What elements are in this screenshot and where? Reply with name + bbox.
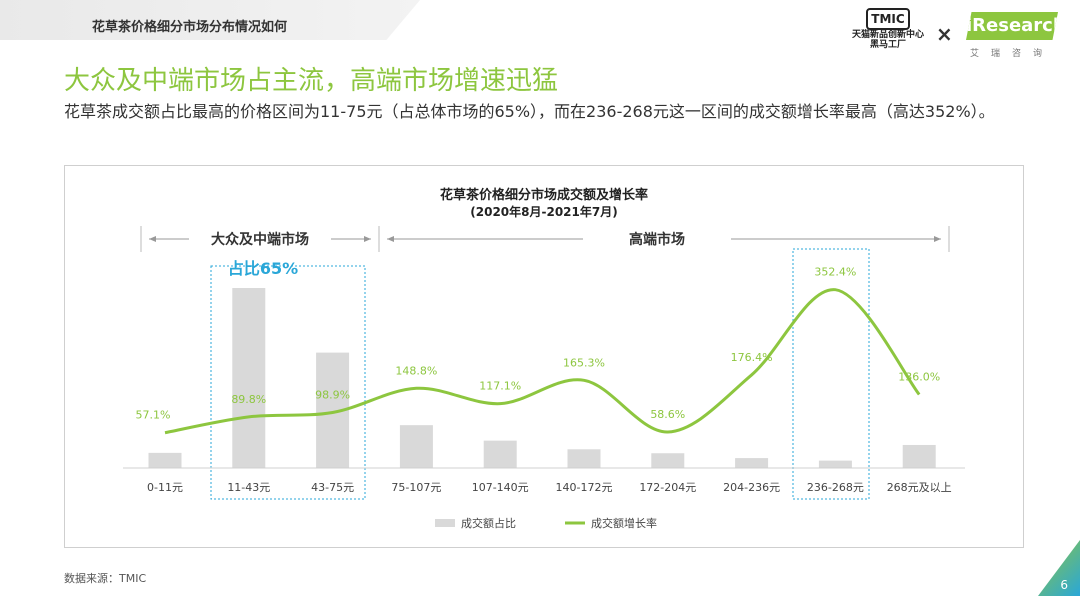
growth-rate-label: 176.4% — [731, 351, 773, 364]
chart-frame: 花草茶价格细分市场成交额及增长率 (2020年8月-2021年7月) 大众及中端… — [64, 165, 1024, 548]
growth-rate-label: 98.9% — [315, 388, 350, 401]
growth-rate-label: 352.4% — [814, 266, 856, 279]
legend-bar-swatch — [435, 519, 455, 527]
growth-rate-label: 165.3% — [563, 356, 605, 369]
growth-rate-line — [164, 288, 921, 435]
highlight-box-premium — [792, 248, 870, 500]
section-header-bar — [0, 0, 420, 40]
highlight-label: 占比65% — [228, 259, 298, 278]
tmic-sub1: 天猫新品创新中心 — [851, 30, 924, 40]
segment-label-mass: 大众及中端市场 — [211, 231, 309, 248]
data-source: 数据来源：TMIC — [64, 572, 147, 585]
bar — [902, 444, 936, 468]
arrow-right-icon — [934, 236, 941, 242]
iresearch-logo: iResearch — [966, 12, 1058, 40]
section-label: 花草茶价格细分市场分布情况如何 — [92, 20, 288, 35]
bar-series — [148, 288, 936, 468]
bar — [399, 425, 433, 468]
page-number: 6 — [1060, 578, 1068, 592]
tmic-mark: TMIC — [866, 8, 910, 30]
arrow-right-icon — [364, 236, 371, 242]
tmic-logo: TMIC 天猫新品创新中心 黑马工厂 — [848, 8, 928, 50]
x-tick-label: 268元及以上 — [887, 481, 952, 494]
lead-text: 花草茶成交额占比最高的价格区间为11-75元（占总体市场的65%），而在236-… — [64, 102, 995, 121]
growth-rate-label: 136.0% — [898, 371, 940, 384]
x-tick-label: 236-268元 — [807, 481, 864, 494]
growth-rate-label: 148.8% — [395, 364, 437, 377]
x-tick-label: 107-140元 — [472, 481, 529, 494]
page-title: 大众及中端市场占主流，高端市场增速迅猛 — [64, 66, 559, 96]
arrow-left-icon — [149, 236, 156, 242]
x-tick-label: 204-236元 — [723, 481, 780, 494]
legend-line-label: 成交额增长率 — [591, 516, 657, 530]
growth-rate-label: 58.6% — [650, 408, 685, 421]
tmic-sub2: 黑马工厂 — [869, 40, 906, 50]
bar — [567, 449, 601, 468]
bar — [735, 458, 769, 468]
bar — [818, 460, 852, 468]
growth-rate-labels: 57.1% 89.8% 98.9% 148.8% 117.1% 165.3% 58.6% 17… — [136, 266, 941, 422]
growth-rate-label: 57.1% — [136, 409, 171, 422]
x-tick-label: 11-43元 — [227, 481, 270, 494]
times-icon: × — [936, 22, 953, 46]
x-tick-label: 75-107元 — [391, 481, 441, 494]
legend-bar-label: 成交额占比 — [461, 516, 516, 530]
chart-svg: 花草茶价格细分市场成交额及增长率 (2020年8月-2021年7月) 大众及中端… — [123, 187, 965, 530]
chart-subtitle: (2020年8月-2021年7月) — [470, 204, 617, 219]
arrow-left-icon — [387, 236, 394, 242]
bar — [148, 452, 182, 468]
highlight-box-mass — [210, 265, 366, 500]
growth-rate-label: 89.8% — [231, 393, 266, 406]
x-tick-label: 0-11元 — [147, 481, 183, 494]
iresearch-sub: 艾瑞咨询 — [969, 49, 1054, 59]
x-tick-labels: 0-11元 11-43元 43-75元 75-107元 107-140元 140-172元… — [147, 481, 952, 494]
bar — [651, 453, 685, 468]
x-tick-label: 140-172元 — [556, 481, 613, 494]
chart-title: 花草茶价格细分市场成交额及增长率 — [440, 187, 648, 203]
x-tick-label: 172-204元 — [639, 481, 696, 494]
segment-label-premium: 高端市场 — [629, 231, 685, 248]
page-corner-decoration — [1038, 540, 1080, 596]
growth-rate-label: 117.1% — [479, 380, 521, 393]
bar — [232, 288, 266, 468]
bar — [483, 440, 517, 468]
x-tick-label: 43-75元 — [311, 481, 354, 494]
